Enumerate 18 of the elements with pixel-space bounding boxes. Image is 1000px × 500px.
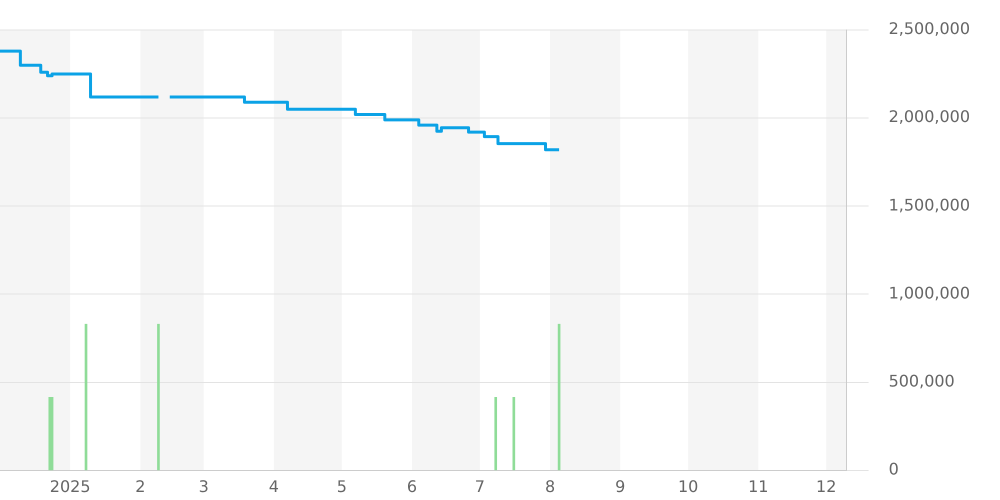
- x-tick-label: 5: [336, 477, 347, 496]
- y-tick-label: 2,500,000: [888, 19, 970, 38]
- y-tick-label: 0: [888, 460, 899, 479]
- x-tick-label: 2025: [50, 477, 91, 496]
- x-tick-label: 11: [748, 477, 768, 496]
- x-tick-label: 2: [135, 477, 146, 496]
- x-tick-label: 4: [268, 477, 279, 496]
- x-tick-label: 12: [816, 477, 836, 496]
- y-tick-label: 2,000,000: [888, 107, 970, 126]
- x-tick-label: 6: [406, 477, 418, 496]
- y-tick-label: 1,000,000: [888, 283, 970, 302]
- x-tick-label: 8: [544, 477, 556, 496]
- y-tick-label: 1,500,000: [888, 195, 970, 214]
- x-tick-label: 7: [474, 477, 485, 496]
- x-tick-label: 3: [198, 477, 209, 496]
- y-tick-label: 500,000: [888, 371, 955, 390]
- x-tick-label: 9: [615, 477, 626, 496]
- x-tick-label: 10: [678, 477, 698, 496]
